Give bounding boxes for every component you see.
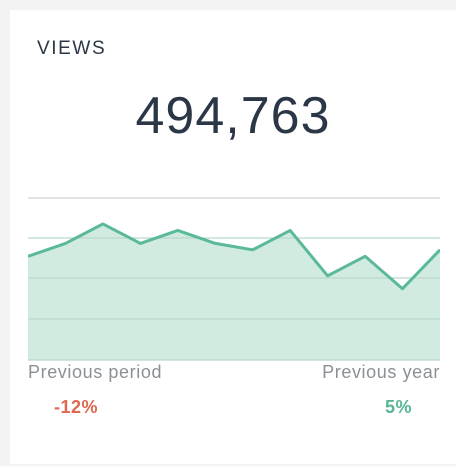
previous-period-change: -12%	[54, 397, 99, 417]
chart-area-fill	[28, 223, 440, 360]
widget-title: VIEWS	[37, 38, 107, 59]
previous-year-change: 5%	[384, 397, 412, 417]
chart-series-line	[28, 222, 440, 291]
views-total-value: 494,763	[135, 87, 331, 145]
previous-year-label: Previous year	[322, 362, 440, 382]
previous-period-label: Previous period	[28, 362, 163, 382]
views-widget-card: VIEWS 494,763 Previous period Previous y…	[10, 10, 456, 464]
views-area-chart	[28, 197, 440, 361]
